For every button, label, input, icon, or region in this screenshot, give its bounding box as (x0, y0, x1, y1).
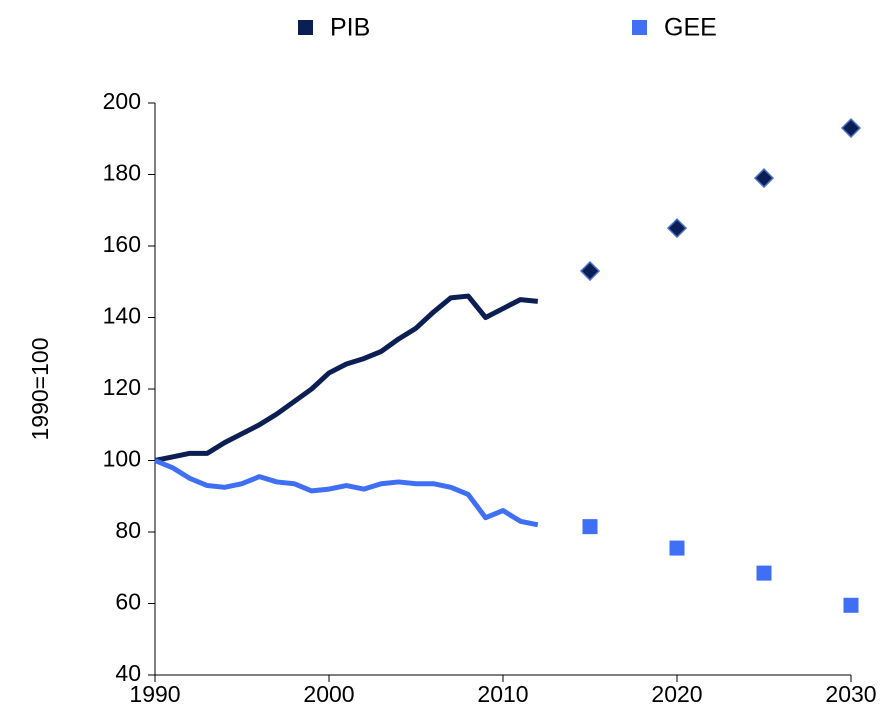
y-tick-label: 80 (115, 517, 141, 543)
legend-swatch (632, 20, 647, 35)
projection-point (669, 540, 685, 556)
x-tick-label: 1990 (129, 681, 180, 707)
x-tick-label: 2010 (477, 681, 528, 707)
projection-point (756, 565, 772, 581)
y-tick-label: 160 (103, 231, 141, 257)
y-tick-label: 60 (115, 589, 141, 615)
y-tick-label: 100 (103, 446, 141, 472)
series-line (154, 293, 539, 463)
y-tick-label: 140 (103, 303, 141, 329)
y-tick-label: 200 (103, 88, 141, 114)
y-axis-label: 1990=100 (27, 338, 53, 441)
projection-point (843, 597, 859, 613)
projection-point (666, 218, 688, 239)
legend-label: GEE (664, 14, 717, 42)
x-tick-label: 2020 (651, 681, 702, 707)
projection-point (582, 519, 598, 535)
projection-point (840, 117, 862, 139)
x-tick-label: 2030 (825, 681, 876, 707)
series-line (154, 458, 539, 528)
y-tick-label: 120 (103, 374, 141, 400)
legend-swatch (298, 20, 313, 35)
y-tick-label: 180 (103, 160, 141, 186)
y-tick-label: 40 (115, 660, 141, 686)
projection-point (579, 260, 601, 282)
x-tick-label: 2000 (303, 681, 354, 707)
projection-point (753, 168, 775, 189)
legend-label: PIB (330, 14, 370, 42)
